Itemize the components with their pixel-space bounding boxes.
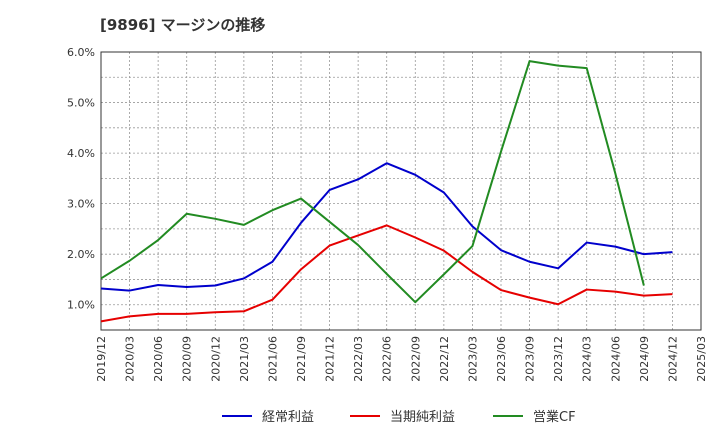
plot-border [100, 51, 702, 331]
legend-label-1: 当期純利益 [390, 410, 455, 425]
x-tick-label: 2020/06 [152, 336, 165, 382]
x-tick-label: 2021/09 [295, 336, 308, 382]
x-tick-label: 2023/12 [552, 336, 565, 382]
y-tick-label: 5.0% [67, 97, 95, 110]
x-tick-label: 2023/03 [466, 336, 479, 382]
y-tick-label: 6.0% [67, 46, 95, 59]
x-tick-label: 2024/06 [609, 336, 622, 382]
x-tick-label: 2023/09 [524, 336, 537, 382]
x-tick-label: 2020/03 [124, 336, 137, 382]
x-tick-label: 2021/06 [266, 336, 279, 382]
plot-area [101, 52, 701, 330]
y-tick-label: 1.0% [67, 299, 95, 312]
legend-label-0: 経常利益 [262, 410, 314, 425]
x-tick-label: 2023/06 [495, 336, 508, 382]
chart-title: [9896] マージンの推移 [100, 16, 266, 34]
x-tick-label: 2024/09 [638, 336, 651, 382]
x-tick-label: 2019/12 [95, 336, 108, 382]
x-tick-label: 2022/09 [409, 336, 422, 382]
x-tick-label: 2022/12 [438, 336, 451, 382]
x-tick-label: 2025/03 [695, 336, 708, 382]
x-tick-label: 2021/03 [238, 336, 251, 382]
y-tick-label: 2.0% [67, 248, 95, 261]
x-tick-label: 2024/03 [581, 336, 594, 382]
x-tick-label: 2020/12 [209, 336, 222, 382]
legend-label-2: 営業CF [533, 409, 576, 425]
x-tick-label: 2021/12 [324, 336, 337, 382]
x-tick-label: 2022/03 [352, 336, 365, 382]
series-line-2 [100, 60, 645, 304]
y-tick-label: 4.0% [67, 147, 95, 160]
x-tick-label: 2024/12 [666, 336, 679, 382]
x-tick-label: 2022/06 [381, 336, 394, 382]
y-tick-label: 3.0% [67, 198, 95, 211]
x-tick-label: 2020/09 [181, 336, 194, 382]
series-line-1 [100, 224, 673, 323]
series-line-0 [100, 162, 673, 292]
